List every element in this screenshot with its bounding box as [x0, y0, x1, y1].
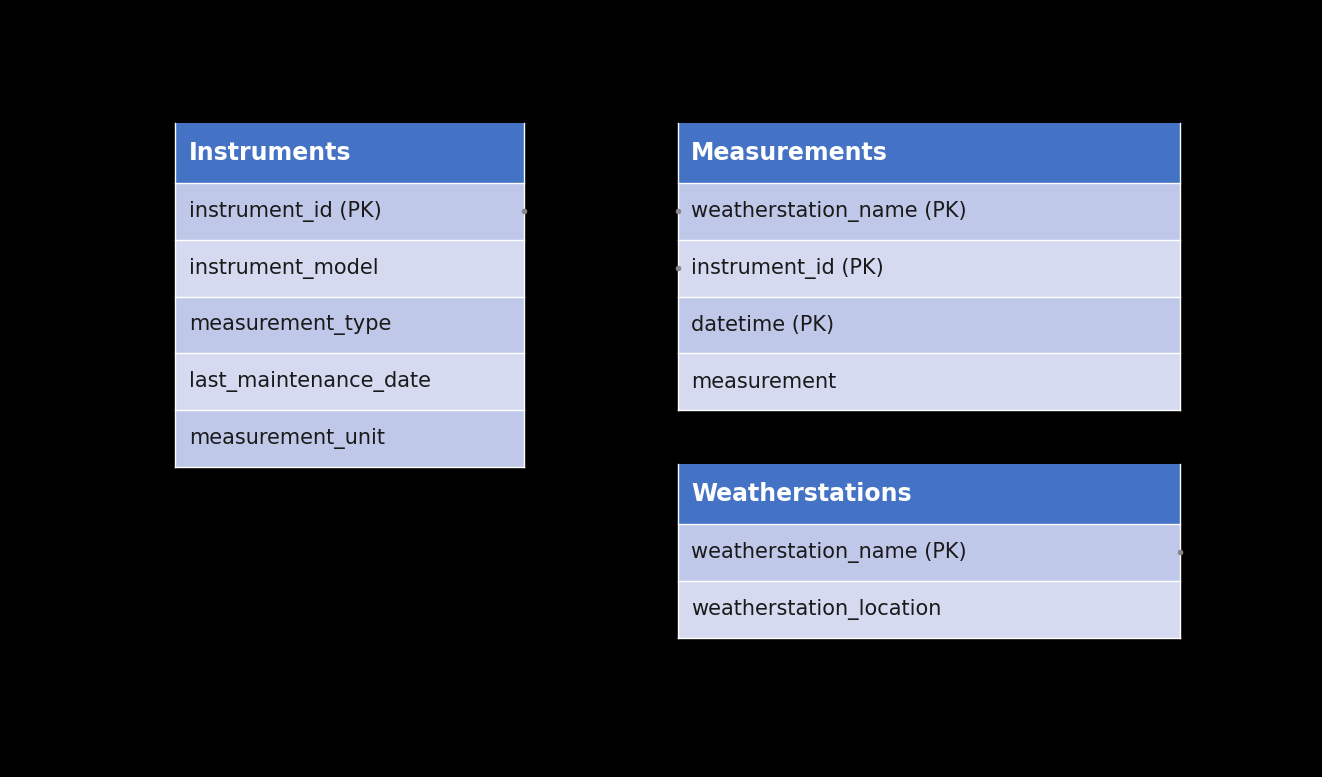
Text: datetime (PK): datetime (PK): [691, 315, 834, 335]
FancyBboxPatch shape: [677, 297, 1179, 354]
Text: weatherstation_name (PK): weatherstation_name (PK): [691, 542, 966, 563]
Text: instrument_id (PK): instrument_id (PK): [189, 201, 382, 222]
Text: measurement_type: measurement_type: [189, 315, 391, 335]
FancyBboxPatch shape: [176, 123, 524, 183]
FancyBboxPatch shape: [677, 240, 1179, 297]
Text: instrument_id (PK): instrument_id (PK): [691, 258, 883, 279]
FancyBboxPatch shape: [176, 183, 524, 240]
Text: weatherstation_location: weatherstation_location: [691, 599, 941, 620]
FancyBboxPatch shape: [176, 297, 524, 354]
Text: last_maintenance_date: last_maintenance_date: [189, 371, 431, 392]
FancyBboxPatch shape: [176, 410, 524, 467]
Text: instrument_model: instrument_model: [189, 258, 378, 279]
FancyBboxPatch shape: [176, 354, 524, 410]
Text: Measurements: Measurements: [691, 141, 887, 165]
FancyBboxPatch shape: [677, 464, 1179, 524]
Text: weatherstation_name (PK): weatherstation_name (PK): [691, 201, 966, 222]
FancyBboxPatch shape: [176, 240, 524, 297]
FancyBboxPatch shape: [677, 183, 1179, 240]
FancyBboxPatch shape: [677, 354, 1179, 410]
FancyBboxPatch shape: [677, 524, 1179, 581]
Text: measurement_unit: measurement_unit: [189, 428, 385, 449]
Text: Instruments: Instruments: [189, 141, 352, 165]
Text: measurement: measurement: [691, 372, 836, 392]
FancyBboxPatch shape: [677, 581, 1179, 638]
FancyBboxPatch shape: [677, 123, 1179, 183]
Text: Weatherstations: Weatherstations: [691, 482, 911, 506]
